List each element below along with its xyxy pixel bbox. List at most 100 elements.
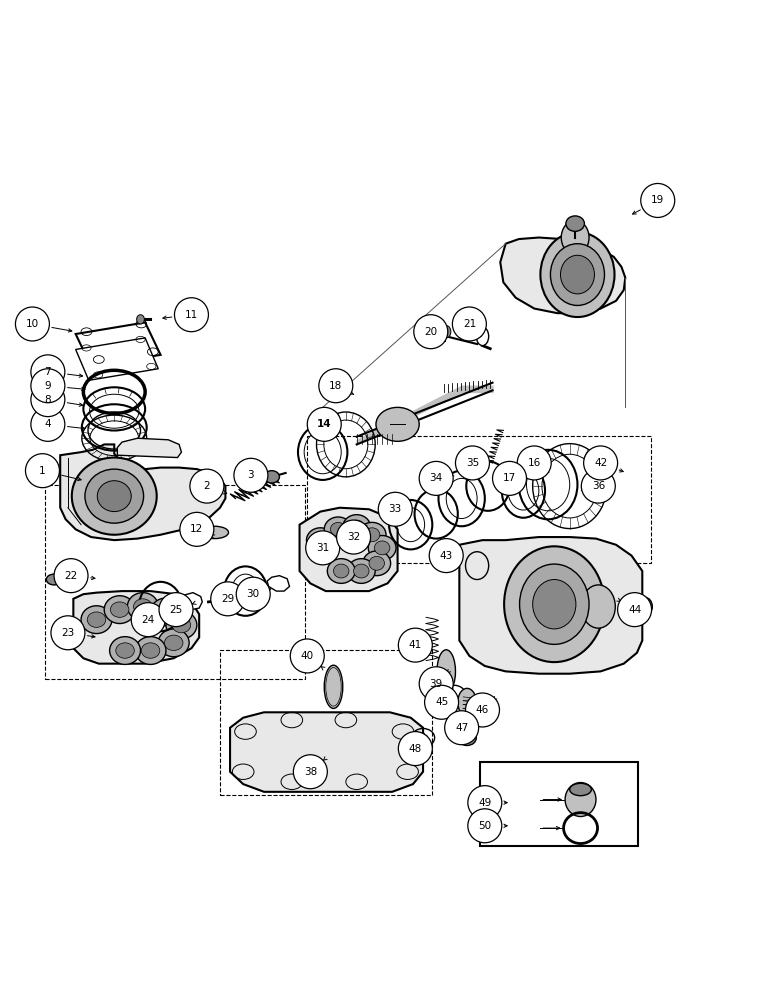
Ellipse shape	[364, 528, 380, 542]
Circle shape	[419, 667, 453, 701]
Circle shape	[419, 461, 453, 495]
Text: 47: 47	[455, 723, 469, 733]
Text: 21: 21	[462, 319, 476, 329]
Ellipse shape	[158, 629, 189, 657]
Ellipse shape	[533, 580, 576, 629]
Circle shape	[468, 786, 502, 820]
Circle shape	[180, 512, 214, 546]
Ellipse shape	[104, 596, 135, 624]
Bar	[480, 762, 638, 846]
Text: 44: 44	[628, 605, 642, 615]
Circle shape	[15, 307, 49, 341]
Text: 40: 40	[300, 651, 314, 661]
Text: 25: 25	[169, 605, 183, 615]
Ellipse shape	[458, 730, 476, 745]
Circle shape	[131, 603, 165, 637]
Ellipse shape	[368, 536, 396, 560]
Circle shape	[159, 593, 193, 627]
Ellipse shape	[172, 617, 191, 633]
Circle shape	[618, 593, 652, 627]
Ellipse shape	[570, 783, 591, 796]
Ellipse shape	[141, 643, 160, 658]
Polygon shape	[300, 508, 398, 591]
Circle shape	[190, 469, 224, 503]
Ellipse shape	[151, 598, 181, 626]
Ellipse shape	[550, 244, 604, 305]
Text: 16: 16	[527, 458, 541, 468]
Ellipse shape	[46, 574, 62, 585]
Text: 17: 17	[503, 473, 516, 483]
Circle shape	[337, 520, 371, 554]
Ellipse shape	[110, 637, 141, 664]
Ellipse shape	[110, 602, 129, 617]
Ellipse shape	[201, 526, 229, 539]
Circle shape	[414, 315, 448, 349]
Polygon shape	[76, 322, 161, 366]
Circle shape	[31, 383, 65, 417]
Ellipse shape	[116, 643, 134, 658]
Bar	[45, 485, 305, 679]
Text: 3: 3	[248, 470, 254, 480]
Ellipse shape	[437, 650, 455, 693]
Text: 18: 18	[329, 381, 343, 391]
Circle shape	[234, 458, 268, 492]
Ellipse shape	[85, 469, 144, 523]
Polygon shape	[500, 238, 625, 313]
Ellipse shape	[127, 593, 158, 620]
Circle shape	[51, 616, 85, 650]
Ellipse shape	[81, 606, 112, 634]
Ellipse shape	[327, 559, 355, 583]
Polygon shape	[179, 593, 202, 610]
Text: 43: 43	[439, 551, 453, 561]
Text: 8: 8	[45, 395, 51, 405]
Text: 20: 20	[424, 327, 438, 337]
Ellipse shape	[264, 471, 279, 483]
Ellipse shape	[349, 520, 364, 534]
Text: 24: 24	[141, 615, 155, 625]
Text: 33: 33	[388, 504, 402, 514]
Ellipse shape	[540, 232, 615, 317]
Circle shape	[31, 355, 65, 389]
Polygon shape	[230, 712, 423, 792]
Text: 34: 34	[429, 473, 443, 483]
Text: 46: 46	[476, 705, 489, 715]
Ellipse shape	[134, 599, 152, 614]
Ellipse shape	[520, 564, 589, 644]
Ellipse shape	[369, 556, 384, 570]
Circle shape	[306, 531, 340, 565]
Text: 42: 42	[594, 458, 608, 468]
Circle shape	[468, 809, 502, 843]
Ellipse shape	[343, 515, 371, 539]
Circle shape	[236, 577, 270, 611]
Circle shape	[398, 628, 432, 662]
Circle shape	[31, 369, 65, 403]
Text: 39: 39	[429, 679, 443, 689]
Ellipse shape	[87, 612, 106, 627]
Ellipse shape	[164, 635, 183, 651]
Ellipse shape	[137, 315, 144, 324]
Circle shape	[54, 559, 88, 593]
Ellipse shape	[565, 783, 596, 817]
Ellipse shape	[363, 551, 391, 576]
Circle shape	[293, 755, 327, 789]
Ellipse shape	[313, 533, 328, 547]
Circle shape	[452, 307, 486, 341]
Ellipse shape	[566, 216, 584, 231]
Text: 32: 32	[347, 532, 361, 542]
Text: 50: 50	[478, 821, 492, 831]
Circle shape	[425, 685, 459, 719]
Ellipse shape	[330, 522, 346, 536]
Bar	[307, 436, 651, 563]
Text: 45: 45	[435, 697, 449, 707]
Text: 11: 11	[185, 310, 198, 320]
Circle shape	[211, 582, 245, 616]
Circle shape	[517, 446, 551, 480]
Circle shape	[398, 732, 432, 766]
Circle shape	[445, 711, 479, 745]
Text: 14: 14	[317, 419, 331, 429]
Circle shape	[429, 539, 463, 573]
Circle shape	[455, 446, 489, 480]
Text: 41: 41	[408, 640, 422, 650]
Polygon shape	[60, 444, 225, 540]
Circle shape	[378, 492, 412, 526]
